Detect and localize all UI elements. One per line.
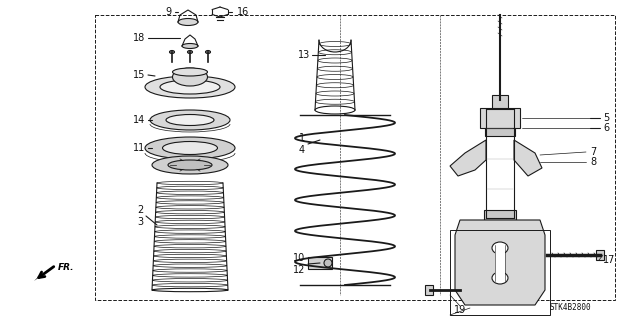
Ellipse shape — [160, 80, 220, 94]
Text: 11: 11 — [132, 143, 145, 153]
Text: 13: 13 — [298, 50, 310, 60]
Ellipse shape — [492, 242, 508, 254]
Bar — [95, 15, 615, 300]
Text: 6: 6 — [603, 123, 609, 133]
Bar — [484, 210, 516, 220]
Text: 4: 4 — [299, 145, 305, 155]
Text: 3: 3 — [137, 217, 143, 227]
Bar — [485, 128, 515, 136]
Text: 2: 2 — [137, 205, 143, 215]
Text: 5: 5 — [603, 113, 609, 123]
Bar — [492, 95, 508, 109]
Text: 7: 7 — [590, 147, 596, 157]
Bar — [450, 230, 550, 315]
Ellipse shape — [166, 115, 214, 125]
Ellipse shape — [182, 43, 198, 48]
Ellipse shape — [170, 50, 175, 54]
Text: 1: 1 — [299, 133, 305, 143]
Bar — [495, 245, 505, 281]
Text: 12: 12 — [292, 265, 305, 275]
Ellipse shape — [145, 137, 235, 159]
Polygon shape — [455, 220, 545, 305]
Bar — [596, 250, 604, 260]
Ellipse shape — [205, 50, 211, 54]
Ellipse shape — [145, 76, 235, 98]
Polygon shape — [34, 266, 54, 281]
Text: 14: 14 — [132, 115, 145, 125]
Bar — [425, 285, 433, 295]
Text: FR.: FR. — [58, 263, 74, 271]
Ellipse shape — [178, 19, 198, 26]
Text: 19: 19 — [454, 305, 466, 315]
Ellipse shape — [324, 259, 332, 267]
Bar — [480, 108, 520, 128]
Ellipse shape — [173, 68, 207, 86]
Ellipse shape — [173, 68, 207, 76]
Text: 8: 8 — [590, 157, 596, 167]
Text: 15: 15 — [132, 70, 145, 80]
Ellipse shape — [492, 272, 508, 284]
Polygon shape — [450, 140, 486, 176]
Text: STK4B2800: STK4B2800 — [549, 303, 591, 313]
Text: 18: 18 — [132, 33, 145, 43]
Bar — [308, 257, 332, 269]
Ellipse shape — [188, 50, 193, 54]
Text: 17: 17 — [603, 255, 616, 265]
Polygon shape — [514, 140, 542, 176]
Ellipse shape — [152, 156, 228, 174]
Ellipse shape — [168, 160, 212, 170]
Ellipse shape — [163, 142, 218, 154]
Ellipse shape — [150, 110, 230, 130]
Text: 16: 16 — [237, 7, 249, 17]
Text: 10: 10 — [292, 253, 305, 263]
Text: 9: 9 — [166, 7, 172, 17]
